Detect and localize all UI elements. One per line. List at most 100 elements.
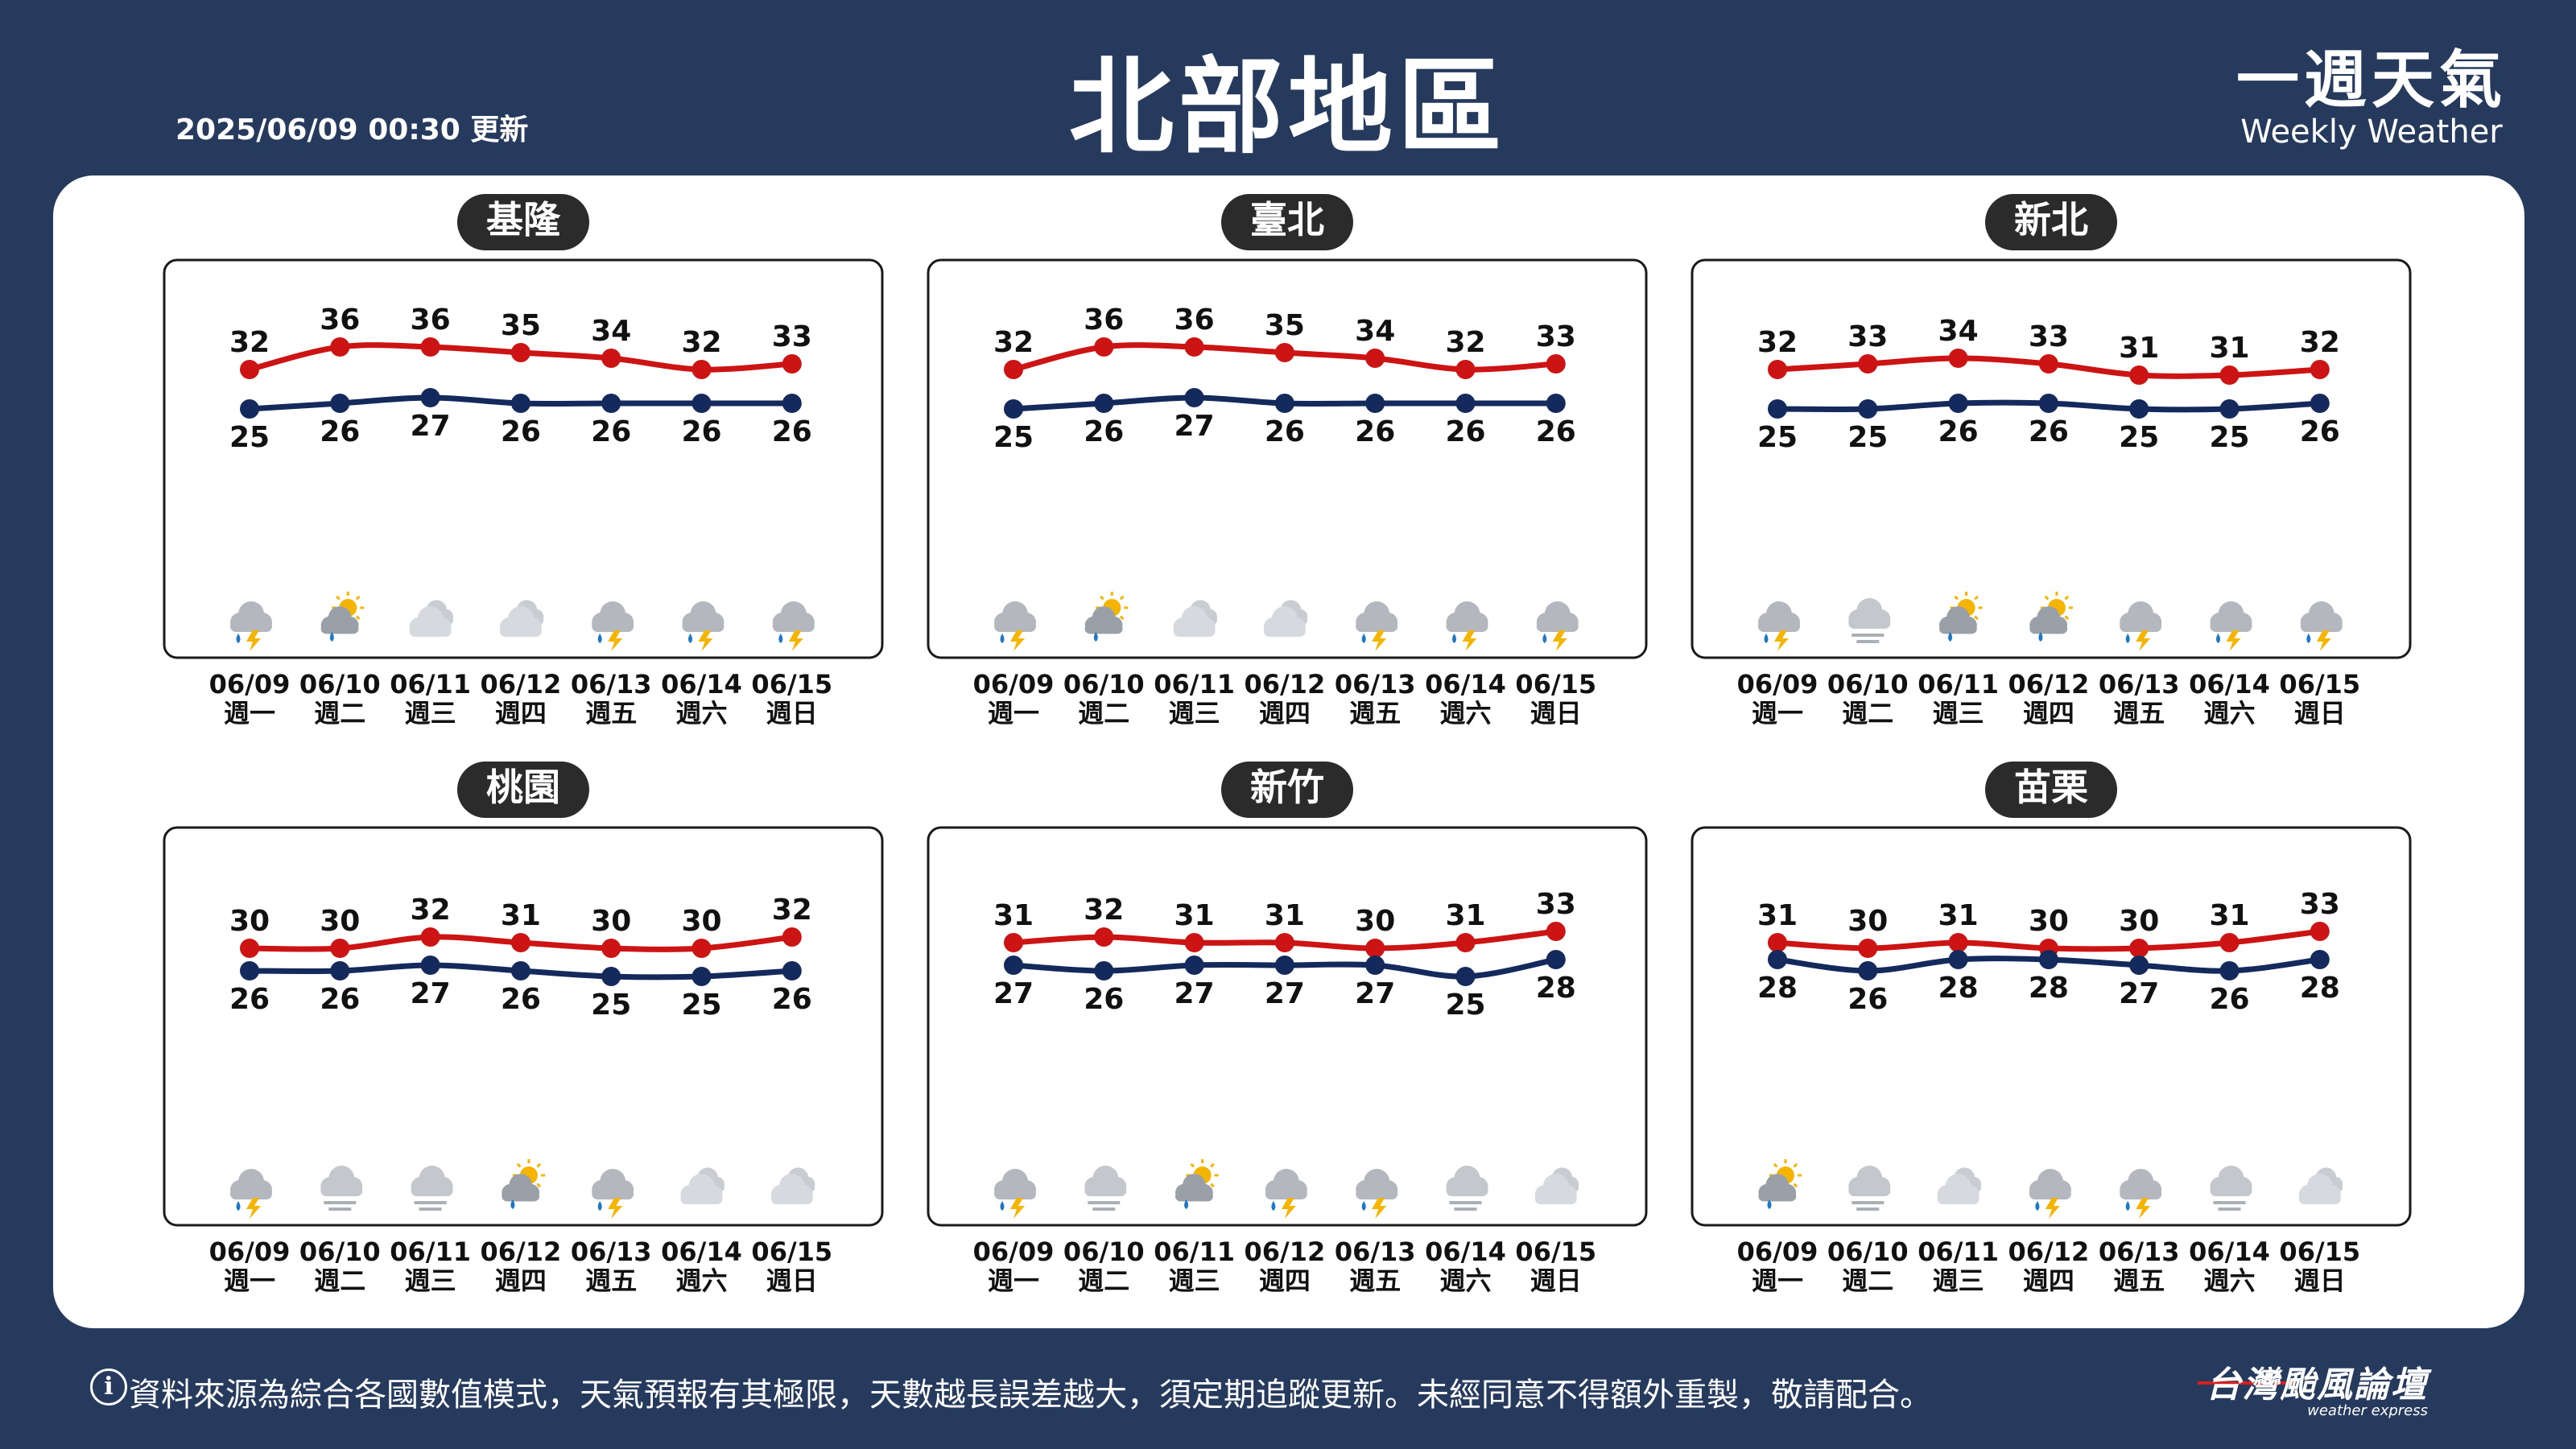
low-temp-label: 25	[681, 989, 721, 1022]
high-temp-label: 36	[320, 303, 360, 336]
date-label: 06/12	[1245, 669, 1326, 700]
date-label: 06/10	[1063, 1236, 1145, 1267]
lightning	[2316, 630, 2331, 651]
low-temp-label: 26	[1536, 415, 1576, 448]
low-temp-point	[1004, 399, 1023, 419]
thunder-cloud-icon	[2300, 601, 2343, 651]
sun-ray	[2064, 595, 2070, 601]
low-temp-label: 26	[320, 415, 360, 448]
update-time: 2025/06/09 00:30 更新	[175, 114, 529, 147]
rain-drop	[236, 1201, 241, 1211]
weekday-label: 週一	[1752, 698, 1803, 729]
high-temp-point	[1858, 939, 1878, 958]
rain-drop	[1361, 1201, 1366, 1211]
low-temp-point	[1948, 950, 1968, 969]
date-label: 06/09	[209, 1236, 291, 1267]
high-temp-point	[2219, 933, 2240, 952]
low-temp-label: 27	[993, 977, 1034, 1010]
high-temp-point	[510, 343, 530, 362]
lightning	[246, 630, 261, 651]
sun-rain-icon	[1084, 592, 1129, 642]
low-temp-point	[1004, 956, 1023, 975]
high-temp-label: 31	[2209, 899, 2249, 932]
low-temp-point	[240, 961, 259, 980]
weekday-label: 週二	[1842, 1265, 1893, 1296]
lightning	[2045, 1198, 2060, 1219]
cloud-part	[2210, 621, 2252, 632]
sun-ray	[355, 595, 361, 601]
cloudy-icon	[1534, 1167, 1579, 1204]
low-temp-point	[1768, 950, 1787, 969]
high-temp-point	[1768, 360, 1787, 379]
chart-frame	[1690, 826, 2412, 1227]
lightning	[1010, 1198, 1025, 1219]
cloud-part	[1263, 625, 1306, 637]
sun-ray	[1190, 1162, 1195, 1168]
date-label: 06/10	[1827, 1236, 1909, 1267]
cloud-part	[409, 625, 452, 637]
sun-ray	[516, 1162, 522, 1168]
cloud-part	[2300, 621, 2343, 632]
rain-drop	[2125, 634, 2130, 643]
cloudy-icon	[2298, 1167, 2343, 1204]
high-temp-point	[1768, 933, 1787, 952]
high-temp-label: 35	[1265, 309, 1305, 342]
weekday-label: 週五	[2113, 698, 2165, 729]
station-label-pill	[457, 194, 589, 250]
lightning	[1552, 630, 1567, 651]
weekday-label: 週日	[1530, 698, 1582, 729]
thunder-cloud-icon	[2120, 601, 2162, 651]
sun-ray	[1119, 615, 1125, 621]
low-temp-point	[330, 961, 350, 980]
weekday-label: 週一	[224, 1265, 275, 1296]
date-label: 06/10	[299, 669, 381, 700]
high-temp-label: 34	[1938, 315, 1979, 348]
cloud-part	[682, 621, 724, 632]
cloudy-icon	[770, 1167, 815, 1204]
rain-drop	[1000, 634, 1005, 643]
chart-frame	[927, 258, 1648, 659]
high-temp-label: 30	[1847, 905, 1888, 938]
high-temp-label: 32	[1084, 894, 1124, 927]
rain-drop	[1764, 634, 1769, 643]
high-temp-point	[1948, 349, 1968, 368]
high-temp-point	[420, 337, 440, 357]
high-temp-label: 31	[993, 899, 1034, 932]
date-label: 06/12	[2008, 1236, 2090, 1267]
sun-ray	[355, 615, 361, 621]
cloud-part	[230, 621, 272, 632]
low-temp-label: 26	[2300, 415, 2340, 448]
high-temp-point	[2310, 360, 2330, 379]
weekday-label: 週五	[585, 1265, 637, 1296]
date-label: 06/14	[661, 669, 742, 700]
low-temp-label: 25	[229, 421, 270, 454]
date-label: 06/12	[2008, 669, 2090, 700]
high-temp-point	[1094, 927, 1114, 947]
high-temp-label: 36	[1174, 303, 1215, 336]
sun-ray	[2064, 615, 2070, 621]
high-temp-label: 32	[1757, 326, 1798, 359]
weekday-label: 週一	[1752, 1265, 1803, 1296]
low-temp-point	[2219, 399, 2240, 419]
date-label: 06/13	[571, 669, 652, 700]
weekday-label: 週三	[1933, 698, 1984, 729]
date-label: 06/09	[973, 669, 1055, 700]
weekday-label: 週六	[2203, 698, 2255, 729]
low-temp-point	[1948, 394, 1968, 413]
low-temp-label: 27	[2119, 977, 2159, 1010]
low-temp-label: 28	[2029, 972, 2069, 1005]
date-label: 06/11	[1154, 1236, 1235, 1267]
low-temp-label: 26	[1847, 983, 1888, 1016]
low-temp-label: 25	[1847, 421, 1888, 454]
rain-drop	[597, 1201, 602, 1211]
cloud-part	[499, 625, 542, 637]
lightning	[1281, 1198, 1296, 1219]
cloud-part	[411, 1185, 453, 1196]
low-temp-label: 26	[1084, 415, 1124, 448]
cloud-part	[592, 1188, 634, 1199]
low-temp-label: 25	[2209, 421, 2249, 454]
thunder-cloud-icon	[1446, 601, 1488, 651]
weekday-label: 週四	[2023, 1265, 2074, 1296]
